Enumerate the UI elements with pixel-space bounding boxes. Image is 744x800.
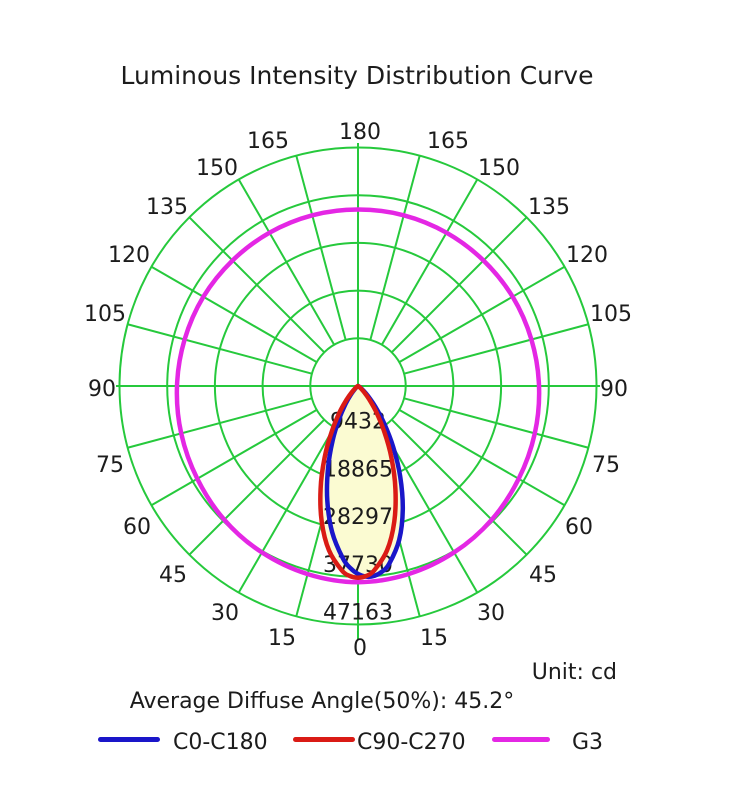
legend-swatch-c0-c180: [98, 737, 160, 742]
angle-tick-label: 120: [108, 243, 150, 268]
angle-tick-label: 15: [420, 626, 448, 651]
legend-label-c90-c270: C90-C270: [357, 730, 466, 755]
legend-label-c0-c180: C0-C180: [173, 730, 268, 755]
beam-fill-c90-c270: [320, 386, 396, 578]
grid-spoke: [369, 155, 421, 341]
angle-tick-label: 60: [565, 515, 593, 540]
angle-tick-label: 180: [339, 120, 381, 145]
angle-tick-label: 75: [592, 453, 620, 478]
angle-tick-label: 105: [84, 302, 126, 327]
angle-tick-label: 120: [566, 243, 608, 268]
angle-tick-label: 75: [96, 453, 124, 478]
angle-tick-label: 60: [123, 515, 151, 540]
angle-tick-label: 90: [600, 377, 628, 402]
average-diffuse-angle-label: Average Diffuse Angle(50%): 45.2°: [130, 689, 515, 714]
angle-tick-label: 30: [211, 601, 239, 626]
grid-spoke: [188, 419, 325, 556]
angle-tick-label: 165: [247, 129, 289, 154]
angle-tick-label: 105: [590, 302, 632, 327]
radial-tick-label: 47163: [323, 601, 393, 626]
grid-spoke: [403, 397, 589, 449]
grid-spoke: [237, 178, 336, 346]
grid-spoke: [398, 265, 566, 364]
legend-swatch-c90-c270: [293, 737, 355, 742]
grid-spoke: [127, 397, 313, 449]
angle-tick-label: 45: [159, 563, 187, 588]
angle-tick-label: 0: [353, 636, 367, 661]
grid-spoke: [398, 408, 566, 507]
radial-tick-label: 18865: [323, 457, 393, 482]
grid-spoke: [150, 408, 318, 507]
angle-tick-label: 90: [88, 377, 116, 402]
grid-spoke: [295, 155, 347, 341]
grid-spoke: [188, 216, 325, 353]
grid-spoke: [391, 419, 528, 556]
legend-label-g3: G3: [572, 730, 603, 755]
angle-tick-label: 135: [146, 195, 188, 220]
angle-tick-label: 135: [528, 195, 570, 220]
angle-tick-label: 15: [268, 626, 296, 651]
grid-spoke: [150, 265, 318, 364]
series-curve-g3: [174, 207, 542, 585]
angle-tick-label: 150: [478, 156, 520, 181]
grid-spoke: [237, 426, 336, 594]
radial-tick-label: 28297: [323, 505, 393, 530]
page-title: Luminous Intensity Distribution Curve: [121, 61, 594, 90]
legend-swatch-g3: [492, 737, 550, 742]
angle-tick-label: 150: [196, 156, 238, 181]
angle-tick-label: 45: [529, 563, 557, 588]
grid-spoke: [380, 178, 479, 346]
grid-spoke: [391, 216, 528, 353]
angle-tick-label: 165: [427, 129, 469, 154]
grid-spoke: [403, 323, 589, 375]
unit-label: Unit: cd: [532, 660, 617, 685]
angle-tick-label: 30: [477, 601, 505, 626]
grid-spoke: [127, 323, 313, 375]
series-curve-c90-c270: [318, 383, 398, 580]
legend: C0-C180 C90-C270 G3: [98, 730, 603, 755]
